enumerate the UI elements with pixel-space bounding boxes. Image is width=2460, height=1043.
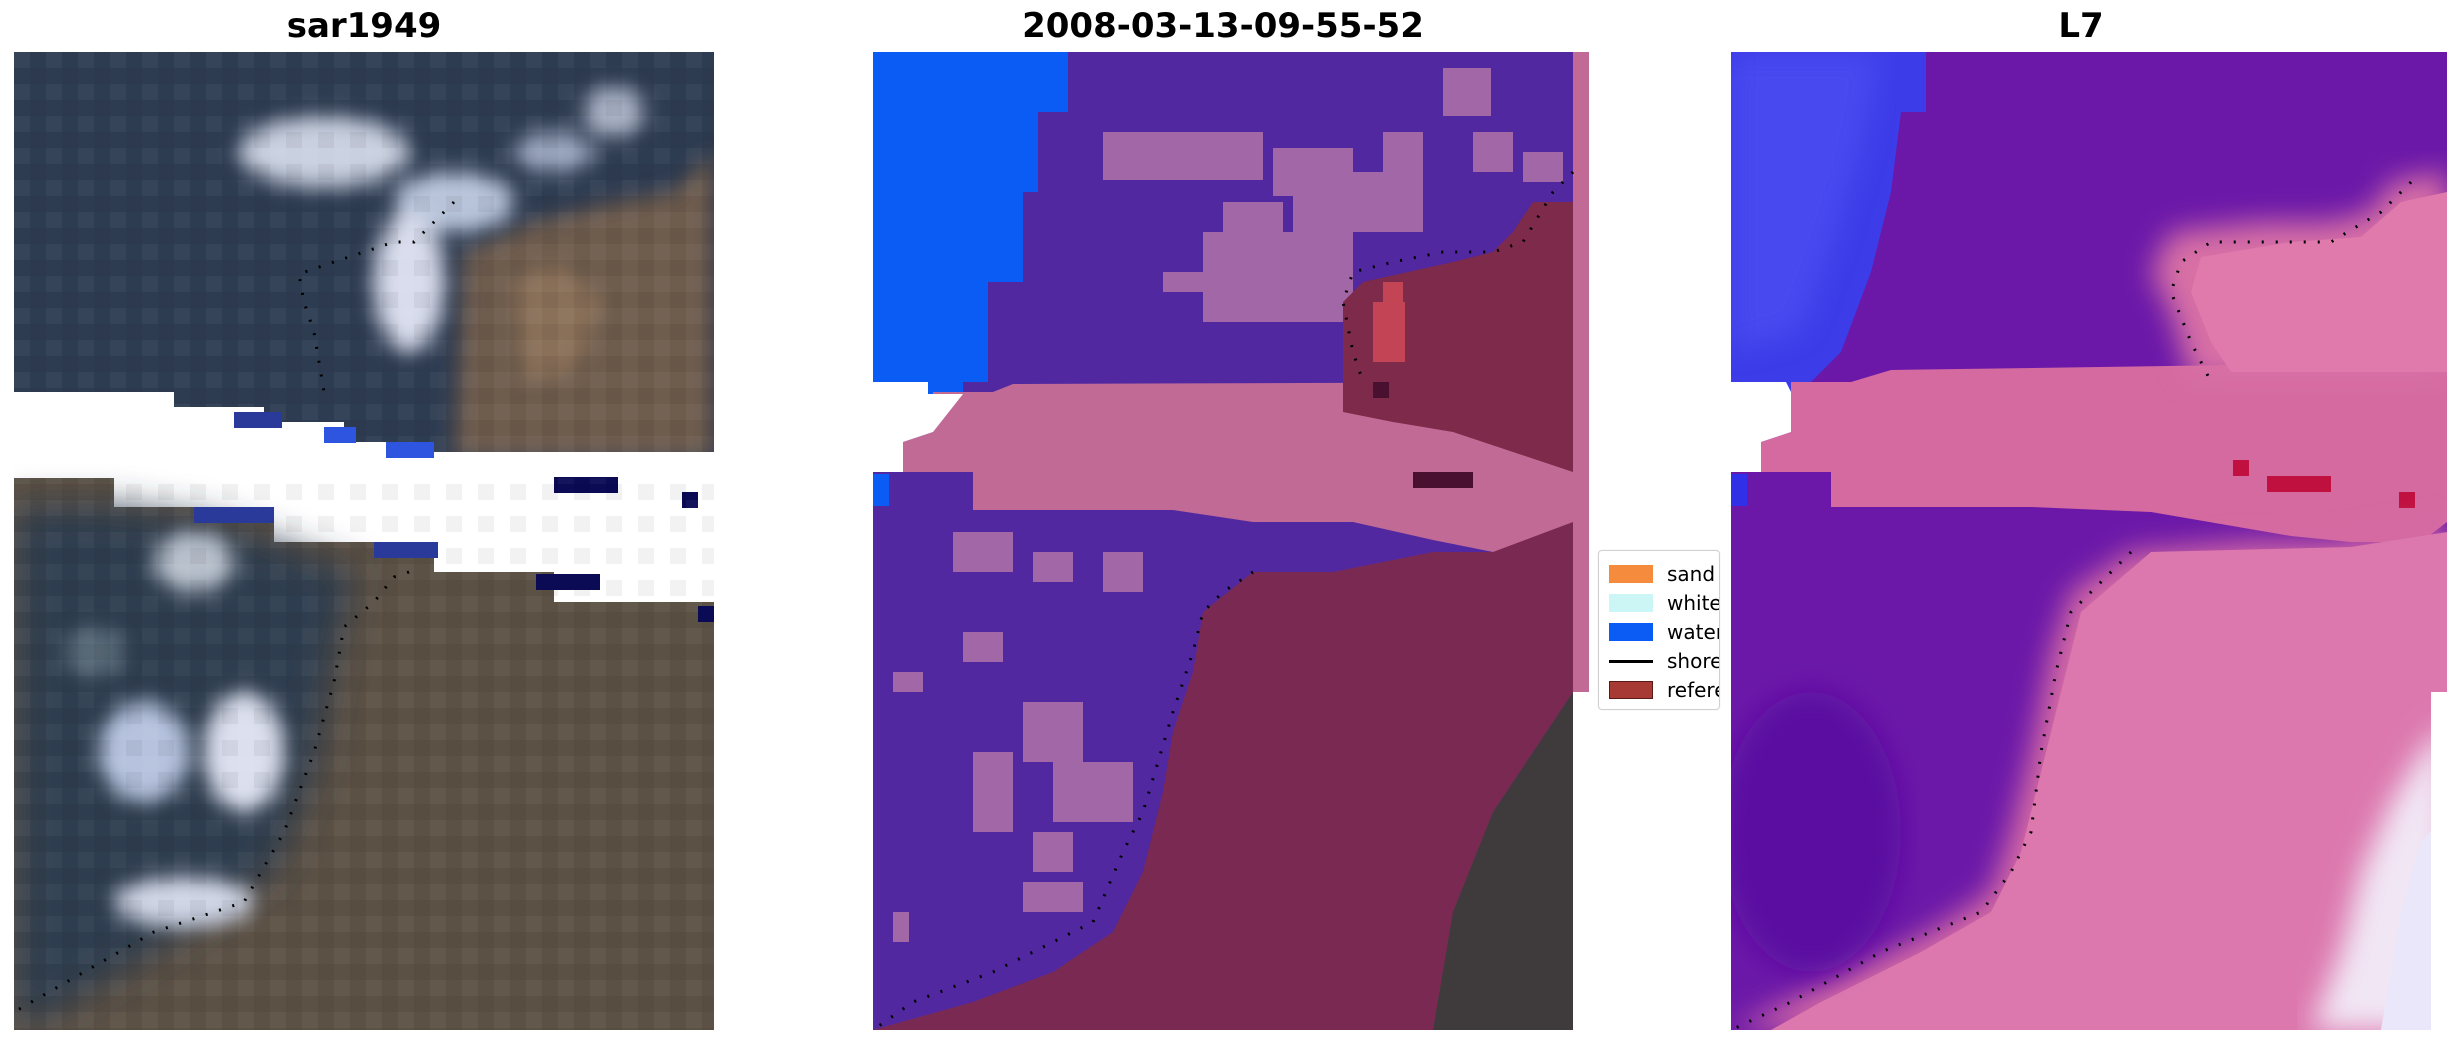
legend-label: whitew xyxy=(1667,591,1719,615)
legend-item-shoreline: shorel xyxy=(1609,649,1719,673)
panel-title-3: L7 xyxy=(2058,6,2104,46)
upper-image-strip xyxy=(14,52,714,458)
legend-item-sand: sand xyxy=(1609,562,1716,586)
legend-item-reference: referen xyxy=(1609,678,1719,702)
shoreline-lower xyxy=(1731,550,2133,1030)
panel-title-2: 2008-03-13-09-55-52 xyxy=(1022,6,1424,46)
shoreline-upper xyxy=(1341,170,1575,383)
legend: sand whitew water shorel referen xyxy=(1598,550,1720,710)
legend-label: sand xyxy=(1667,562,1716,586)
legend-label: shorel xyxy=(1667,649,1719,673)
water-swatch xyxy=(1609,623,1653,641)
lower-image-strip xyxy=(14,478,714,1030)
reference-swatch xyxy=(1609,681,1653,699)
sand-swatch xyxy=(1609,565,1653,583)
classification-panel xyxy=(873,52,1589,1030)
legend-item-whitewater: whitew xyxy=(1609,591,1719,615)
legend-label: water xyxy=(1667,620,1720,644)
shoreline-line-icon xyxy=(1609,659,1653,663)
legend-label: referen xyxy=(1667,678,1719,702)
legend-item-water: water xyxy=(1609,620,1720,644)
satellite-image-panel xyxy=(14,52,714,1030)
panel-title-1: sar1949 xyxy=(286,6,442,46)
whitewater-swatch xyxy=(1609,594,1653,612)
l7-panel xyxy=(1731,52,2447,1030)
